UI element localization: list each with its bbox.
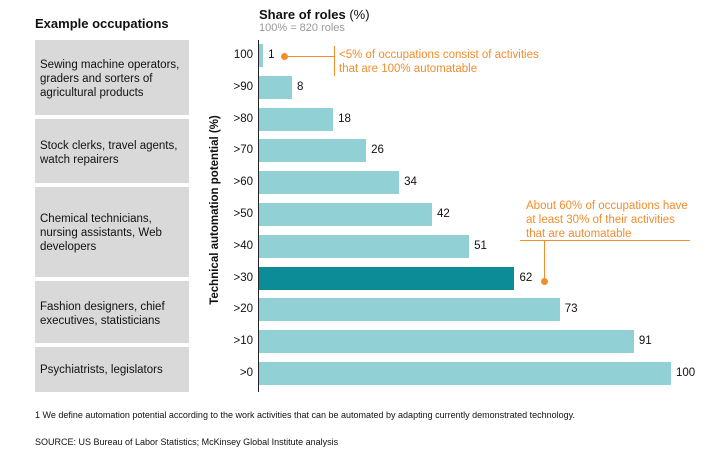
annotation-top-dot: [281, 53, 288, 60]
category-label-100: 100: [233, 49, 253, 61]
occupation-label-4: Fashion designers, chief executives, sta…: [40, 301, 165, 327]
value-label-gt70: 26: [371, 144, 384, 157]
occupations-header: Example occupations: [35, 16, 169, 31]
value-label-gt80: 18: [338, 112, 351, 125]
share-title-text: Share of roles: [259, 7, 346, 22]
value-label-gt50: 42: [437, 208, 450, 220]
value-label-gt30: 62: [519, 271, 533, 284]
source-note: SOURCE: US Bureau of Labor Statistics; M…: [35, 437, 339, 447]
bar-gt20: [259, 298, 560, 322]
bar-gt60: [259, 171, 400, 195]
occupation-label-3: Chemical technicians, nursing assistants…: [40, 213, 162, 253]
bar-gt40: [259, 234, 470, 258]
bar-gt0: [259, 362, 671, 385]
category-label-gt0: >0: [239, 367, 253, 379]
annotation-top-connector: [288, 56, 335, 57]
bar-gt30: [259, 266, 515, 290]
category-label-gt50: >50: [233, 208, 253, 220]
value-label-gt10: 91: [638, 335, 652, 348]
bar-gt10: [259, 330, 634, 354]
occupation-box-4: [35, 281, 189, 343]
category-label-gt70: >70: [233, 144, 253, 157]
value-label-gt40: 51: [474, 239, 487, 252]
bar-100: [259, 44, 264, 67]
annotation-mid-dot: [541, 278, 548, 285]
occupation-box-3: [35, 187, 189, 277]
bar-gt90: [259, 75, 292, 99]
annotation-mid-bracket: [520, 240, 690, 241]
category-label-gt30: >30: [233, 271, 253, 284]
value-label-100: 1: [268, 49, 275, 61]
category-label-gt80: >80: [233, 112, 253, 125]
occupation-label-1: Sewing machine operators, graders and so…: [40, 59, 180, 99]
bar-gt50: [259, 203, 433, 226]
category-label-gt10: >10: [233, 335, 253, 348]
annotation-top-bracket: [334, 46, 335, 76]
share-subtitle: 100% = 820 roles: [259, 22, 345, 34]
y-axis-title: Technical automation potential (%): [209, 115, 221, 305]
footnote: 1 We define automation potential accordi…: [35, 410, 575, 420]
value-label-gt0: 100: [676, 367, 696, 379]
category-label-gt40: >40: [233, 239, 253, 252]
y-axis-line: [258, 40, 259, 392]
annotation-mid-connector: [544, 240, 545, 278]
bar-gt80: [259, 107, 334, 131]
value-label-gt90: 8: [296, 80, 304, 93]
category-label-gt60: >60: [233, 176, 253, 189]
share-title-unit: (%): [349, 7, 370, 22]
share-title: Share of roles (%): [259, 7, 370, 22]
category-label-gt90: >90: [233, 80, 253, 93]
occupation-label-2: Stock clerks, travel agents, watch repai…: [40, 140, 178, 166]
occupation-box-5: [35, 347, 189, 392]
annotation-top-text: <5% of occupations consist of activities…: [339, 49, 539, 75]
value-label-gt60: 34: [404, 176, 417, 189]
annotation-mid-text: About 60% of occupations have at least 3…: [526, 200, 688, 240]
value-label-gt20: 73: [564, 303, 578, 316]
occupation-box-1: [35, 40, 189, 115]
category-label-gt20: >20: [233, 303, 253, 316]
bar-gt70: [259, 139, 367, 163]
occupation-label-5: Psychiatrists, legislators: [40, 364, 163, 376]
occupation-box-2: [35, 119, 189, 183]
